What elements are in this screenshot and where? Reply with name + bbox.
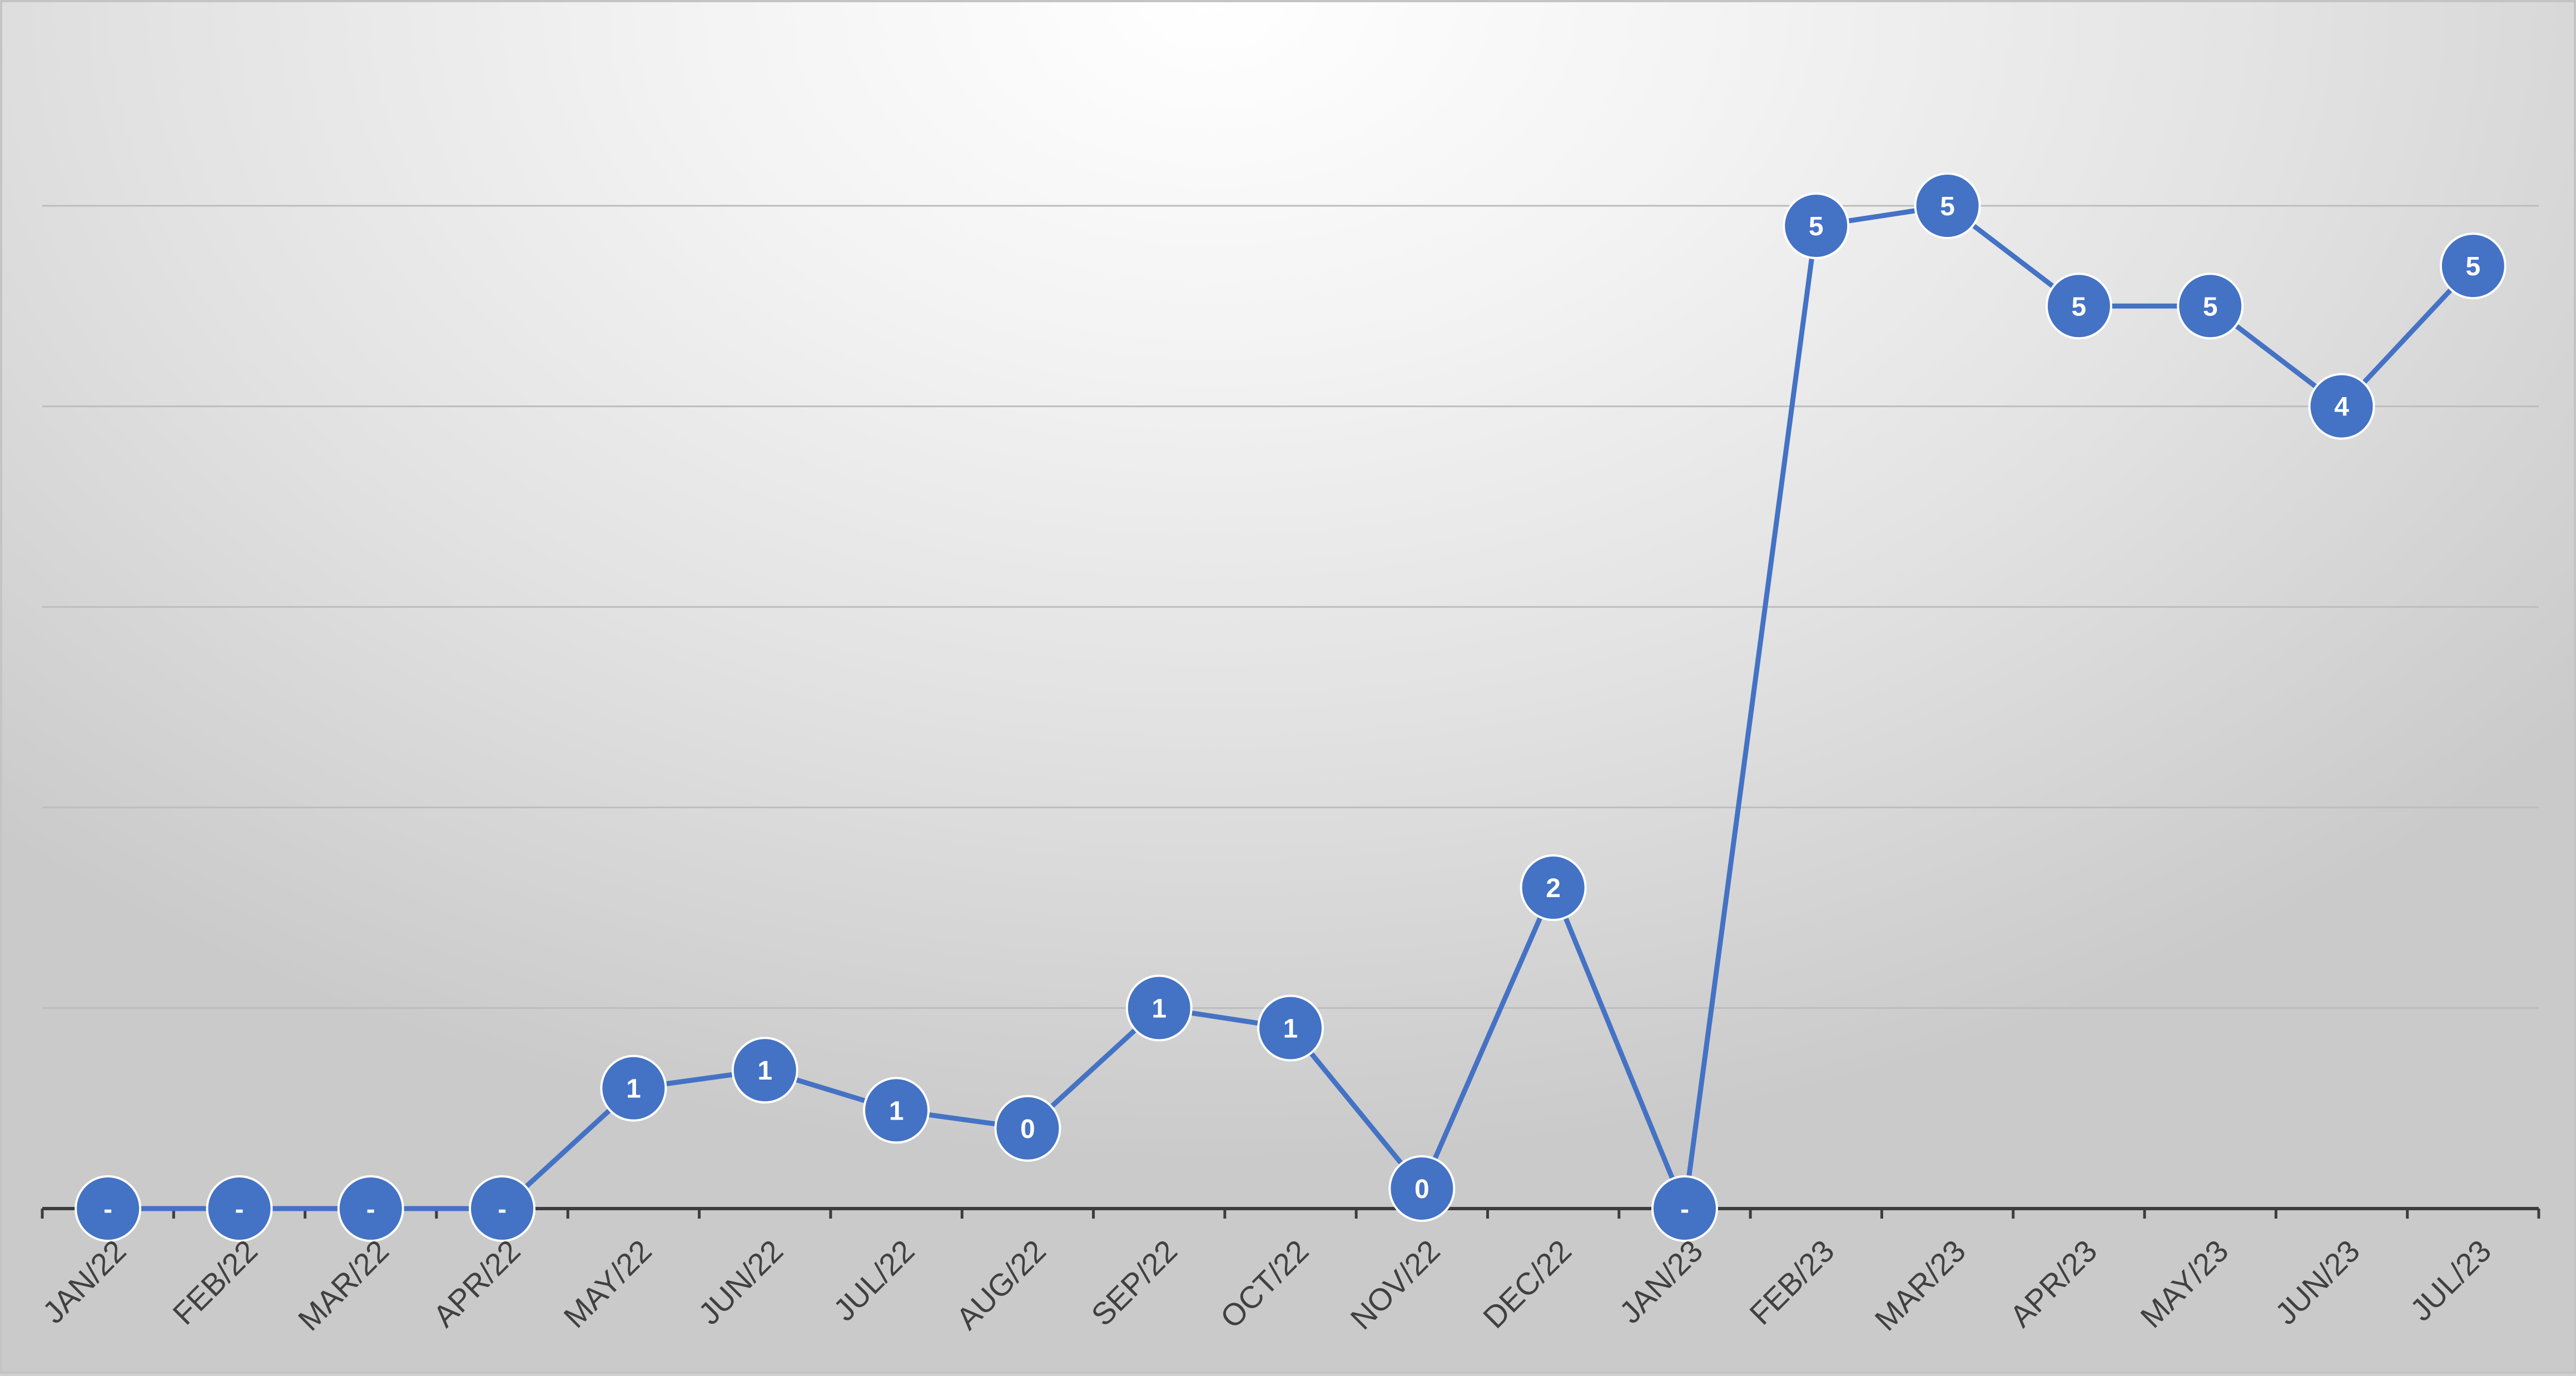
x-tick-label: MAY/23: [2133, 1233, 2235, 1334]
data-label-jul-22: 1: [889, 1096, 904, 1126]
data-label-aug-22: 0: [1020, 1115, 1035, 1144]
data-point-jun-22: [731, 1037, 798, 1104]
x-tick-label: JUN/23: [2268, 1233, 2366, 1332]
data-point-dec-22: [1520, 854, 1587, 922]
data-point-sep-22: [1125, 974, 1193, 1042]
data-label-feb-22: -: [235, 1195, 244, 1224]
data-point-may-22: [600, 1055, 667, 1122]
data-point-jan-22: [75, 1175, 142, 1242]
x-tick-label: MAR/23: [1868, 1233, 1972, 1338]
data-point-feb-23: [1783, 192, 1850, 260]
x-tick-label: MAY/22: [557, 1233, 658, 1334]
data-point-jul-22: [863, 1077, 930, 1144]
x-tick-label: OCT/22: [1213, 1233, 1315, 1335]
x-tick-label: JUN/22: [692, 1233, 790, 1332]
data-label-apr-22: -: [498, 1195, 507, 1224]
data-label-mar-22: -: [366, 1195, 375, 1224]
x-tick-label: APR/23: [2003, 1233, 2103, 1334]
x-tick-label: SEP/22: [1084, 1233, 1184, 1333]
x-tick-label: AUG/22: [949, 1233, 1052, 1336]
data-point-may-23: [2177, 273, 2244, 340]
data-point-jul-23: [2439, 232, 2506, 300]
x-tick-labels: JAN/22 FEB/22 MAR/22 APR/22 MAY/22 JUN/22 JUL/…: [36, 1233, 2498, 1338]
data-label-oct-22: 1: [1283, 1014, 1298, 1043]
data-label-may-23: 5: [2203, 292, 2218, 321]
data-label-sep-22: 1: [1151, 994, 1167, 1023]
x-tick-label: NOV/22: [1343, 1233, 1446, 1336]
data-point-jan-23: [1651, 1175, 1718, 1242]
data-label-apr-23: 5: [2072, 292, 2087, 321]
data-label-jun-23: 4: [2334, 393, 2349, 422]
x-tick-label: JUL/22: [827, 1233, 921, 1328]
data-label-jan-23: -: [1680, 1195, 1689, 1224]
data-point-jun-23: [2308, 373, 2375, 440]
x-tick-label: FEB/22: [166, 1233, 264, 1332]
data-label-jun-22: 1: [757, 1056, 772, 1086]
gridlines: [42, 205, 2539, 1009]
data-point-aug-22: [994, 1095, 1061, 1162]
data-label-nov-22: 0: [1414, 1175, 1430, 1204]
data-point-feb-22: [206, 1175, 273, 1242]
data-point-apr-23: [2045, 273, 2112, 340]
data-label-jan-22: -: [103, 1195, 112, 1224]
x-tick-label: MAR/22: [291, 1233, 396, 1338]
data-label-mar-23: 5: [1940, 192, 1955, 221]
data-point-apr-22: [469, 1175, 536, 1242]
data-point-nov-22: [1388, 1155, 1456, 1222]
data-label-feb-23: 5: [1809, 212, 1824, 241]
x-tick-label: JAN/22: [36, 1233, 132, 1330]
x-tick-label: APR/22: [426, 1233, 527, 1334]
x-tick-label: DEC/22: [1476, 1233, 1578, 1335]
data-point-mar-23: [1914, 172, 1981, 239]
data-markers: - - - - 1 1 1 0 1 1 0 2 - 5 5 5 5 4 5: [75, 172, 2506, 1242]
data-label-may-22: 1: [626, 1075, 641, 1104]
data-label-dec-22: 2: [1546, 874, 1561, 903]
data-point-oct-22: [1257, 994, 1324, 1062]
data-label-jul-23: 5: [2465, 252, 2480, 281]
data-point-mar-22: [337, 1175, 404, 1242]
x-tick-label: JUL/23: [2403, 1233, 2498, 1328]
x-tick-label: FEB/23: [1743, 1233, 1841, 1332]
x-tick-label: JAN/23: [1612, 1233, 1709, 1330]
